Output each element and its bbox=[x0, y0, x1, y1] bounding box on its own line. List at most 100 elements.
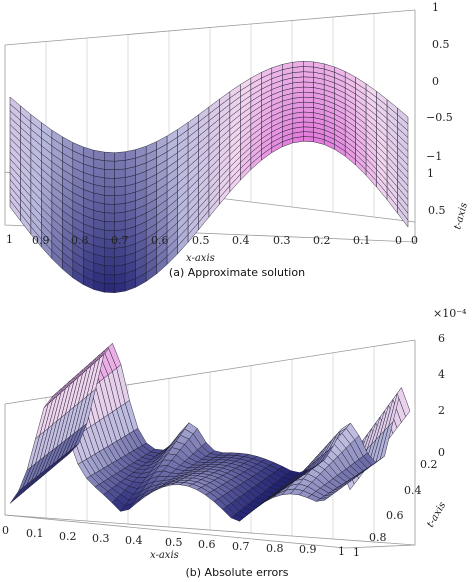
t-tick-label: 0.4 bbox=[404, 484, 422, 497]
surface-a bbox=[9, 61, 409, 293]
surface-cell bbox=[114, 185, 126, 197]
caption-a: (a) Approximate solution bbox=[169, 266, 305, 279]
t-tick-label: 0.8 bbox=[369, 531, 387, 544]
x-tick-label: 0.7 bbox=[111, 234, 129, 247]
x-tick-label: 0.4 bbox=[232, 234, 250, 247]
surface-cell bbox=[303, 121, 314, 128]
x-tick-label: 0.9 bbox=[32, 234, 50, 247]
surface-cell bbox=[114, 264, 126, 276]
surface-cell bbox=[303, 91, 314, 98]
x-tick-label: 1 bbox=[338, 545, 345, 558]
surface-cell bbox=[104, 283, 115, 293]
x-ticks-a: 1 0.9 0.8 0.7 0.6 0.5 0.4 0.3 0.2 0.1 0 bbox=[6, 233, 402, 247]
caption-b: (b) Absolute errors bbox=[186, 566, 289, 579]
surface-cell bbox=[303, 136, 314, 143]
x-tick-label: 0.1 bbox=[26, 527, 44, 540]
surface-cell bbox=[104, 274, 115, 285]
z-tick-label: 1 bbox=[432, 1, 439, 14]
x-axis-label-b: x-axis bbox=[150, 550, 179, 561]
z-tick-label: −1 bbox=[426, 150, 442, 163]
x-tick-label: 0.3 bbox=[92, 532, 110, 545]
x-tick-label: 0.3 bbox=[273, 234, 291, 247]
z-tick-label: 4 bbox=[438, 368, 445, 381]
x-tick-label: 1 bbox=[6, 233, 13, 246]
surface-cell bbox=[114, 160, 126, 171]
surface-cell bbox=[114, 220, 126, 231]
t-axis-label-a: t-axis bbox=[452, 202, 470, 231]
surface-cell bbox=[104, 256, 115, 267]
surface-cell bbox=[114, 177, 126, 188]
t-tick-label: 0.2 bbox=[420, 458, 438, 471]
surface-cell bbox=[104, 169, 115, 179]
surface-cell bbox=[114, 211, 126, 223]
x-tick-label: 0 bbox=[395, 234, 402, 247]
t-tick-label: 1 bbox=[427, 167, 434, 180]
surface-cell bbox=[303, 76, 314, 83]
x-axis-label-a: x-axis bbox=[186, 253, 215, 264]
x-tick-label: 0.8 bbox=[71, 234, 89, 247]
surface-cell bbox=[303, 71, 314, 78]
surface-cell bbox=[93, 149, 105, 161]
z-exponent-b: ×10⁻⁴ bbox=[433, 307, 467, 320]
surface-cell bbox=[292, 61, 304, 68]
surface-cell bbox=[114, 246, 126, 258]
x-tick-label: 0.5 bbox=[165, 536, 183, 549]
t-tick-label: 0 bbox=[411, 234, 418, 247]
surface-cell bbox=[303, 61, 314, 68]
z-tick-label: 2 bbox=[438, 404, 445, 417]
surface-b bbox=[9, 343, 411, 522]
x-tick-label: 0.4 bbox=[125, 534, 143, 547]
surface-cell bbox=[303, 111, 314, 118]
x-tick-label: 0.9 bbox=[299, 543, 317, 556]
surface-cell bbox=[104, 265, 115, 276]
x-tick-label: 0.6 bbox=[198, 538, 216, 551]
z-ticks-a: 1 0.5 0 −0.5 −1 bbox=[426, 1, 453, 163]
surface-cell bbox=[104, 160, 115, 171]
t-ticks-b: 0.2 0.4 0.6 0.8 1 bbox=[353, 458, 438, 559]
surface-cell bbox=[303, 106, 314, 113]
surface-cell bbox=[303, 131, 314, 138]
surface-cell bbox=[396, 387, 411, 418]
panel-a: 1 0.9 0.8 0.7 0.6 0.5 0.4 0.3 0.2 0.1 0 … bbox=[4, 1, 470, 293]
surface-cell bbox=[114, 203, 126, 214]
surface-cell bbox=[303, 66, 314, 73]
x-tick-label: 0.2 bbox=[59, 530, 77, 543]
x-tick-label: 0.1 bbox=[353, 234, 371, 247]
surface-cell bbox=[104, 186, 115, 197]
surface-cell bbox=[303, 96, 314, 103]
x-tick-label: 0.7 bbox=[232, 540, 250, 553]
surface-cell bbox=[104, 221, 115, 231]
t-ticks-a: 0 0.5 1 bbox=[411, 167, 446, 247]
surface-cell bbox=[397, 107, 409, 125]
panel-b: ×10⁻⁴ 0 0.1 0.2 0.3 0.4 0.5 0.6 0.7 0.8 … bbox=[2, 307, 467, 579]
x-tick-label: 0.6 bbox=[151, 234, 169, 247]
x-tick-label: 0 bbox=[2, 524, 9, 537]
surface-cell bbox=[303, 86, 314, 93]
t-axis-label-b: t-axis bbox=[425, 500, 448, 529]
z-tick-label: 0 bbox=[438, 446, 445, 459]
surface-cell bbox=[114, 255, 126, 267]
surface-cell bbox=[303, 116, 314, 123]
surface-cell bbox=[104, 203, 115, 214]
t-tick-label: 1 bbox=[353, 546, 360, 559]
t-tick-label: 0.5 bbox=[428, 204, 446, 217]
x-tick-label: 0.5 bbox=[192, 234, 210, 247]
surface-cell bbox=[114, 168, 126, 179]
x-tick-label: 0.8 bbox=[266, 542, 284, 555]
z-ticks-b: 6 4 2 0 bbox=[438, 332, 445, 459]
surface-cell bbox=[114, 194, 126, 205]
surface-cell bbox=[303, 101, 314, 108]
surface-cell bbox=[104, 212, 115, 223]
x-ticks-b: 0 0.1 0.2 0.3 0.4 0.5 0.6 0.7 0.8 0.9 1 bbox=[2, 524, 345, 558]
t-tick-label: 0.6 bbox=[386, 509, 404, 522]
x-tick-label: 0.2 bbox=[313, 234, 331, 247]
z-tick-label: 0 bbox=[432, 75, 439, 88]
surface-cell bbox=[104, 247, 115, 258]
surface-cell bbox=[104, 177, 115, 188]
z-tick-label: 0.5 bbox=[432, 38, 450, 51]
surface-cell bbox=[104, 151, 115, 162]
z-tick-label: 6 bbox=[438, 332, 445, 345]
surface-cell bbox=[114, 151, 126, 162]
surface-cell bbox=[104, 194, 115, 205]
